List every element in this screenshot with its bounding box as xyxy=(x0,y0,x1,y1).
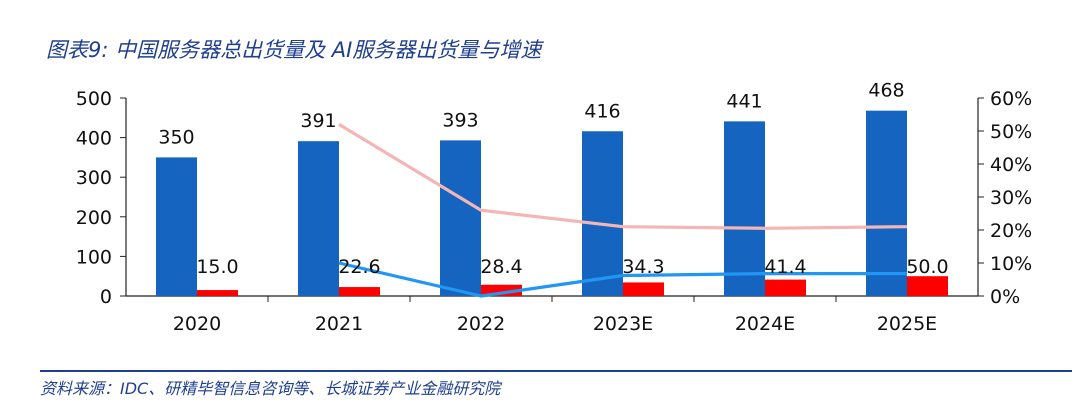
right-tick-label: 50% xyxy=(990,121,1032,143)
total-value-label: 350 xyxy=(158,126,194,148)
total-value-label: 393 xyxy=(442,109,478,131)
source-divider xyxy=(40,370,1072,372)
figure-title: 图表9: 中国服务器总出货量及 AI服务器出货量与增速 xyxy=(46,38,542,62)
total-shipment-bar xyxy=(866,110,907,296)
right-tick-label: 40% xyxy=(990,154,1032,176)
ai-value-label: 50.0 xyxy=(906,256,948,278)
ai-growth-line xyxy=(338,261,907,298)
total-value-label: 441 xyxy=(726,90,762,112)
source-note: 资料来源：IDC、研精毕智信息咨询等、长城证券产业金融研究院 xyxy=(40,379,501,398)
x-tick-label: 2021 xyxy=(315,313,363,335)
chart-labels: 350 15.0 391 22.6 393 28.4 416 34.3 441 41.4 468 50… xyxy=(158,80,948,278)
total-shipment-bar xyxy=(582,131,623,296)
left-tick-label: 500 xyxy=(76,88,112,110)
ai-value-label: 34.3 xyxy=(622,256,664,278)
x-tick-label: 2024E xyxy=(735,313,795,335)
total-shipment-bar xyxy=(440,140,481,296)
right-tick-label: 20% xyxy=(990,220,1032,242)
right-tick-label: 60% xyxy=(990,88,1032,110)
right-tick-label: 10% xyxy=(990,253,1032,275)
x-tick-label: 2022 xyxy=(457,313,505,335)
ai-shipment-bar xyxy=(765,279,806,296)
ai-shipment-bar xyxy=(197,290,238,296)
chart-bars xyxy=(156,110,948,296)
left-tick-label: 200 xyxy=(76,207,112,229)
left-tick-label: 0 xyxy=(100,286,112,308)
left-tick-label: 300 xyxy=(76,167,112,189)
total-shipment-bar xyxy=(298,141,339,296)
total-shipment-bar xyxy=(724,121,765,296)
ai-value-label: 15.0 xyxy=(196,256,238,278)
right-tick-label: 0% xyxy=(990,286,1020,308)
left-tick-label: 100 xyxy=(76,246,112,268)
left-tick-label: 400 xyxy=(76,128,112,150)
chart-axes: 0 100 200 300 400 500 0% 10% 20% 30% 40% 50% 60% 2020… xyxy=(76,88,1033,335)
ai-value-label: 41.4 xyxy=(764,256,806,278)
right-tick-label: 30% xyxy=(990,187,1032,209)
total-value-label: 416 xyxy=(584,100,620,122)
x-tick-label: 2023E xyxy=(593,313,653,335)
ai-value-label: 28.4 xyxy=(480,256,522,278)
x-tick-label: 2025E xyxy=(877,313,937,335)
total-value-label: 391 xyxy=(300,110,336,132)
x-tick-label: 2020 xyxy=(173,313,221,335)
total-shipment-bar xyxy=(156,157,197,296)
total-value-label: 468 xyxy=(868,80,904,102)
chart-lines xyxy=(338,123,908,298)
ai-shipment-bar xyxy=(907,276,948,296)
total-growth-line xyxy=(338,123,908,230)
ai-shipment-bar xyxy=(481,284,522,296)
ai-shipment-bar xyxy=(623,282,664,296)
ai-value-label: 22.6 xyxy=(338,256,380,278)
ai-shipment-bar xyxy=(339,287,380,296)
